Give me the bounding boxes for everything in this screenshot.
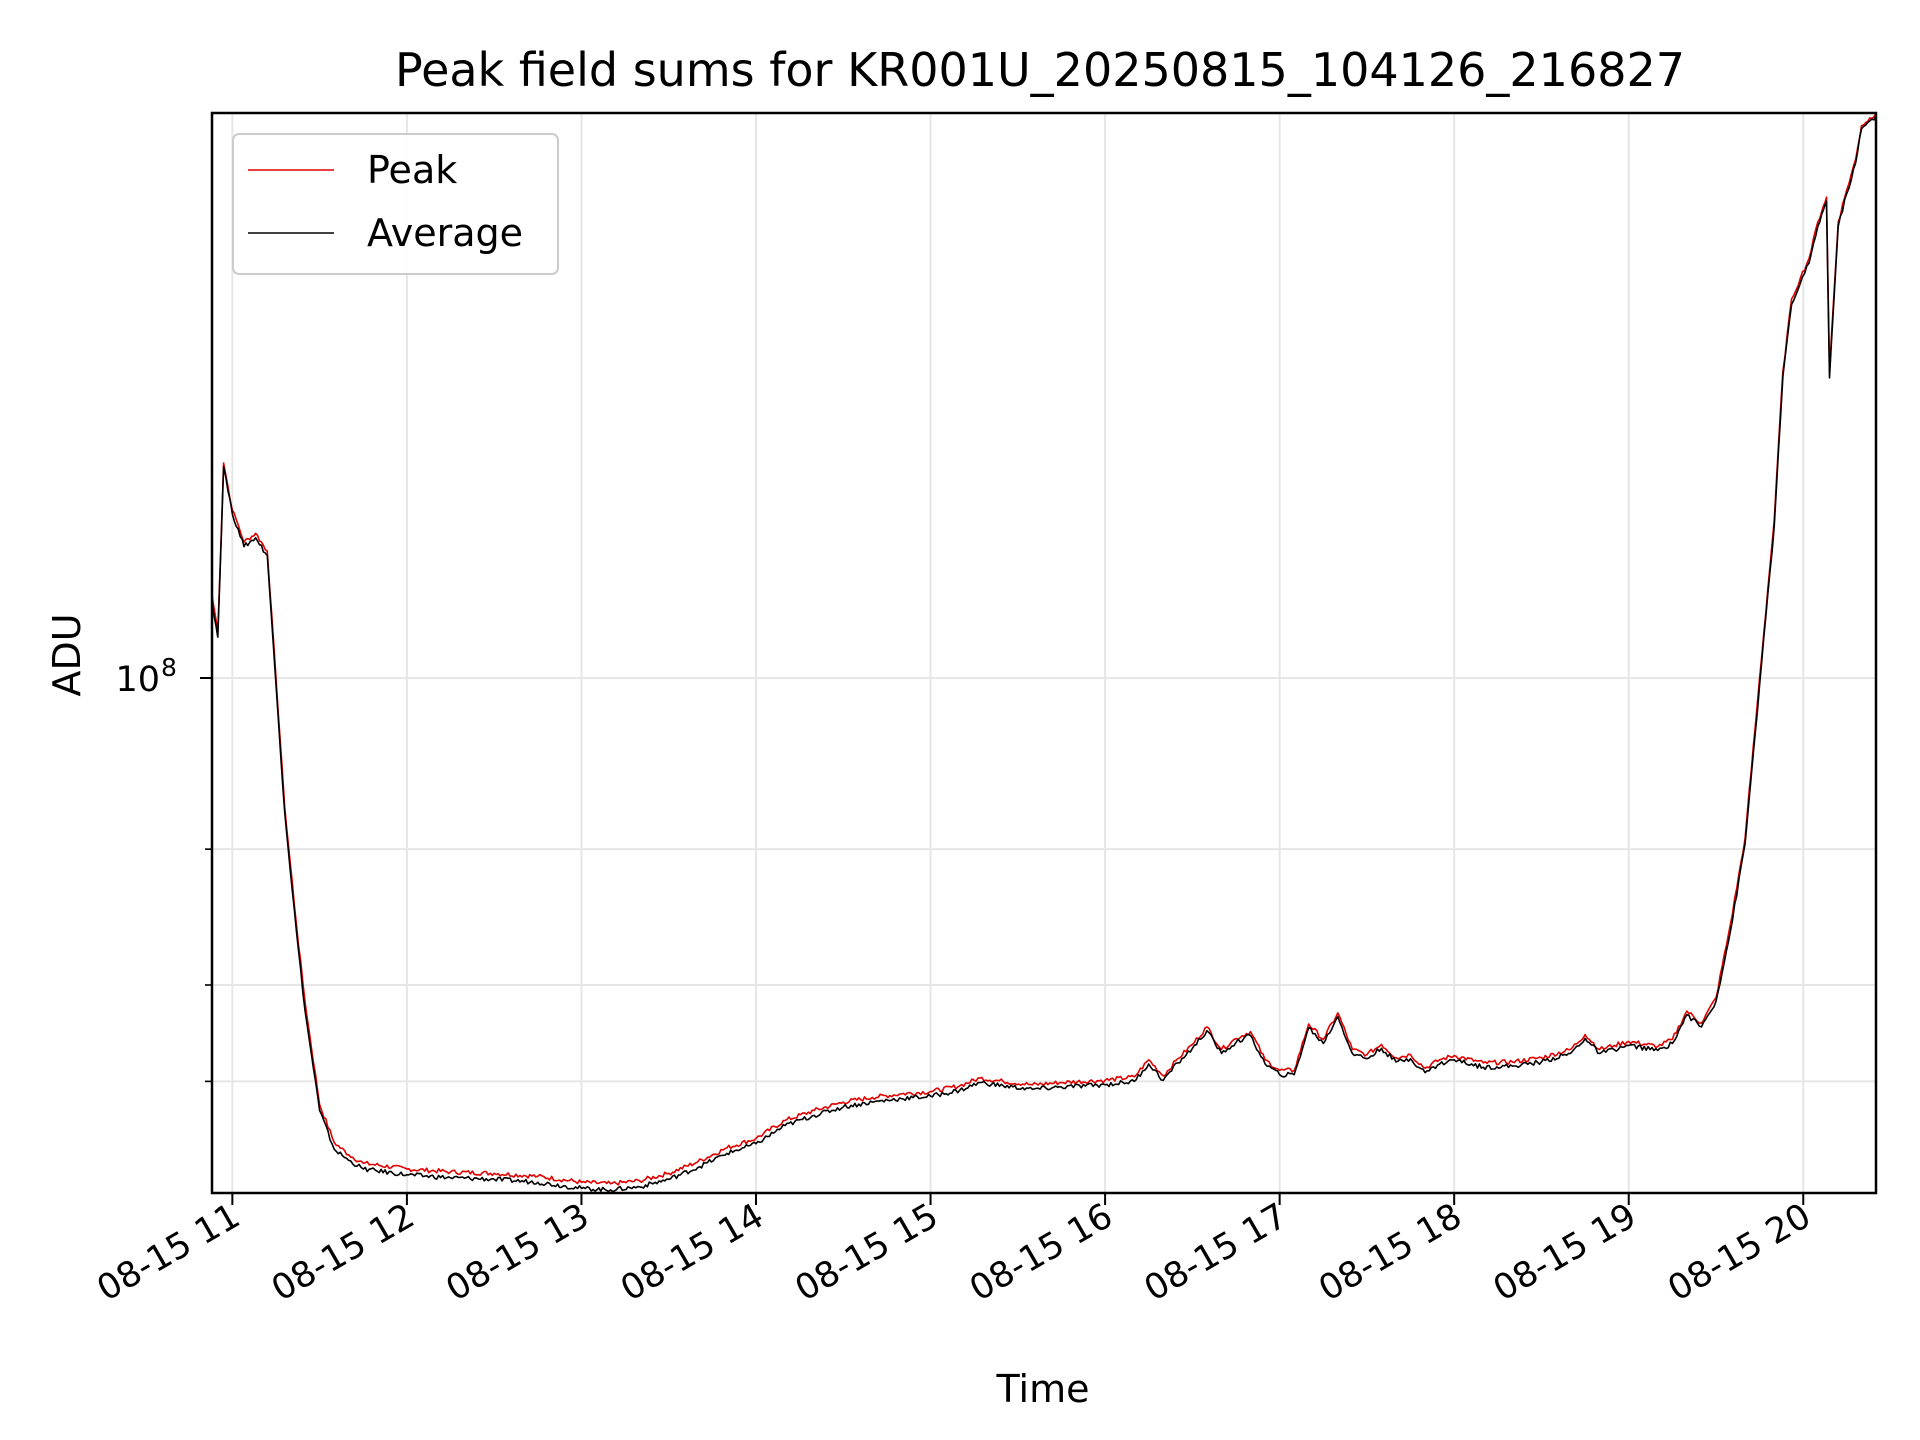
- x-tick-label: 08-15 17: [1138, 1196, 1294, 1309]
- x-tick-label: 08-15 19: [1487, 1196, 1643, 1309]
- series-line-average: [211, 115, 1877, 1193]
- x-tick-label: 08-15 14: [614, 1196, 770, 1309]
- legend-label-average: Average: [367, 211, 523, 255]
- y-tick-label: 10: [115, 660, 160, 700]
- x-tick-label: 08-15 16: [963, 1196, 1119, 1309]
- y-axis-label: ADU: [45, 613, 89, 696]
- x-tick-label: 08-15 11: [91, 1196, 247, 1309]
- plot-frame: [210, 111, 1878, 1195]
- series-line-peak: [211, 112, 1877, 1186]
- legend: Peak Average: [232, 133, 559, 275]
- legend-label-peak: Peak: [367, 148, 457, 192]
- series-layer: [211, 112, 1877, 1193]
- legend-box: [232, 133, 559, 275]
- x-axis-label: Time: [996, 1367, 1090, 1411]
- x-tick-label: 08-15 20: [1661, 1196, 1817, 1309]
- x-tick-label: 08-15 18: [1312, 1196, 1468, 1309]
- x-tick-label: 08-15 15: [789, 1196, 945, 1309]
- x-tick-label: 08-15 13: [440, 1196, 596, 1309]
- grid: [212, 113, 1876, 1193]
- y-tick-exponent: 8: [161, 653, 177, 682]
- x-axis: 08-15 11 08-15 12 08-15 13 08-15 14 08-15 15…: [91, 1193, 1818, 1309]
- x-tick-label: 08-15 12: [265, 1196, 421, 1309]
- y-axis: 10 8: [115, 653, 212, 1083]
- chart-title: Peak field sums for KR001U_20250815_1041…: [395, 43, 1685, 97]
